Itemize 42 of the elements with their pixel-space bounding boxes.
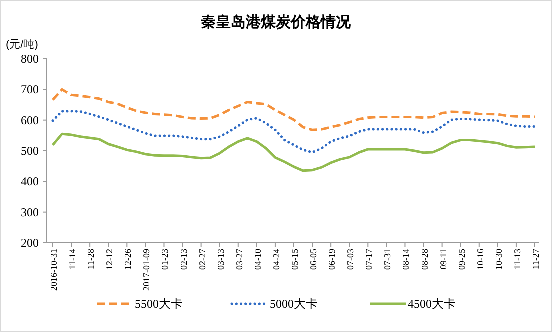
x-tick-label: 04-10	[252, 248, 263, 270]
x-tick-label: 06-05	[308, 248, 319, 270]
x-tick-label: 02-27	[197, 248, 208, 270]
y-tick-label: 600	[21, 113, 39, 128]
x-tick-label: 11-27	[531, 248, 541, 270]
x-tick-label: 03-27	[234, 248, 244, 270]
x-tick-label: 03-13	[216, 248, 226, 270]
legend-label: 5000大卡	[270, 297, 318, 311]
x-tick-label: 10-30	[494, 248, 504, 270]
legend-label: 5500大卡	[135, 297, 183, 311]
y-tick-label: 500	[21, 144, 39, 158]
x-tick-label: 01-23	[160, 248, 170, 270]
x-tick-label: 02-13	[178, 248, 189, 270]
x-tick-label: 11-13	[512, 248, 522, 270]
x-tick-label: 04-24	[271, 248, 282, 270]
line-series	[52, 110, 536, 154]
line-series	[52, 132, 536, 172]
x-tick-label: 05-15	[290, 248, 300, 270]
y-tick-label: 800	[21, 52, 39, 66]
x-tick-label: 10-16	[475, 248, 486, 270]
x-tick-label: 11-14	[68, 248, 78, 270]
x-tick-label: 2016-10-31	[49, 249, 59, 291]
y-tick-label: 300	[21, 205, 39, 220]
x-tick-label: 2017-01-09	[142, 248, 152, 291]
x-tick-label: 11-28	[86, 248, 96, 270]
legend-label: 4500大卡	[408, 297, 456, 311]
x-tick-label: 07-31	[382, 249, 393, 270]
y-axis-title: (元/吨)	[6, 38, 38, 51]
y-tick-label: 400	[21, 174, 39, 189]
x-tick-label: 09-25	[456, 248, 467, 270]
x-tick-label: 07-03	[346, 248, 356, 270]
x-tick-label: 08-14	[401, 248, 412, 270]
x-tick-label: 09-11	[438, 249, 448, 270]
x-tick-label: 07-17	[364, 248, 374, 270]
line-series	[52, 88, 536, 132]
y-tick-label: 200	[21, 236, 39, 250]
x-tick-label: 08-28	[420, 248, 430, 270]
chart-title: 秦皇岛港煤炭价格情况	[201, 14, 352, 31]
x-tick-label: 12-26	[123, 248, 134, 270]
y-tick-label: 700	[21, 82, 39, 97]
x-tick-label: 12-12	[104, 249, 115, 270]
x-tick-label: 06-19	[327, 248, 338, 270]
